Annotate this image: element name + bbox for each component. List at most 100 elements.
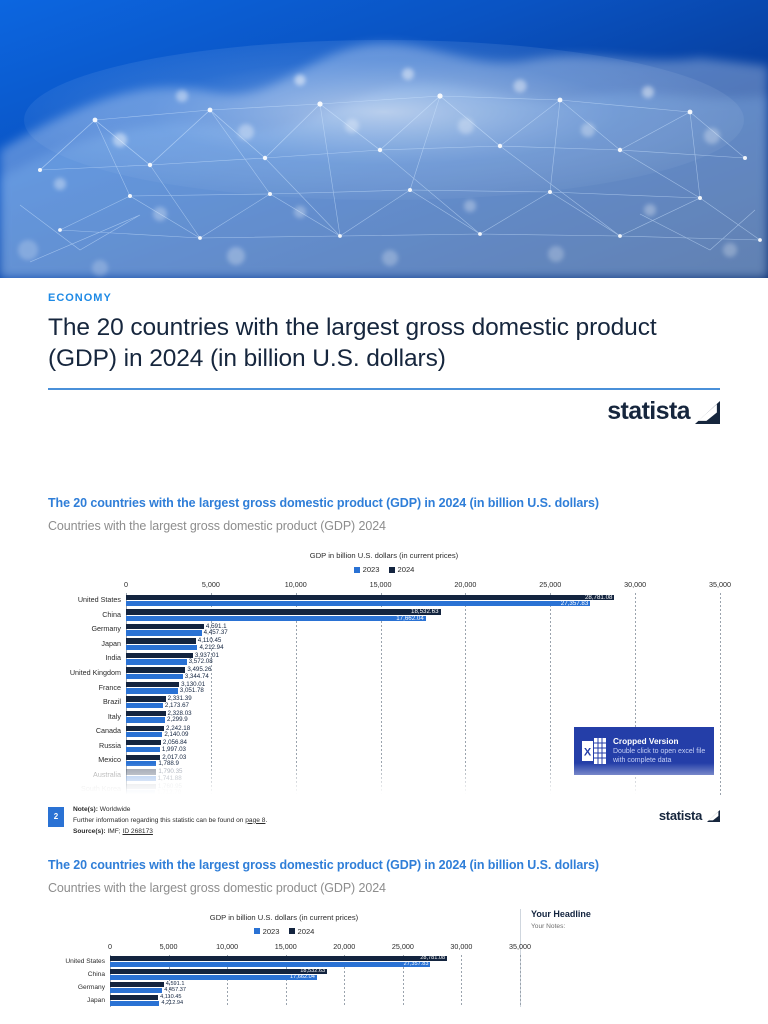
- bar-2023[interactable]: [110, 974, 317, 980]
- bar-group[interactable]: 1,790.35 1,741.88: [126, 768, 720, 783]
- bar-2023[interactable]: [126, 732, 163, 738]
- bar-2023[interactable]: [126, 790, 156, 796]
- bar-group[interactable]: 3,495.26 3,344.74: [126, 666, 720, 681]
- bar-group[interactable]: 4,591.1 4,457.37: [126, 622, 720, 637]
- bar-value-label-2023: 2,299.9: [167, 716, 188, 724]
- bar-2024[interactable]: [126, 725, 165, 731]
- bar-2023[interactable]: [126, 673, 183, 680]
- further-info-link[interactable]: page 8: [245, 816, 266, 824]
- cropped-version-callout[interactable]: X Cropped Version Double click to open e…: [574, 726, 714, 775]
- bar-2023[interactable]: [126, 688, 178, 694]
- x-tick-label: 35,000: [709, 580, 731, 590]
- bar-2023[interactable]: [126, 702, 163, 709]
- bar-2024[interactable]: [126, 623, 204, 630]
- bar-2023[interactable]: [126, 717, 166, 723]
- gridline: [295, 593, 297, 797]
- bar-group[interactable]: 1,760.95 1,712.79: [126, 782, 720, 797]
- bar-2024[interactable]: [126, 740, 161, 746]
- further-info-suffix: .: [265, 816, 268, 824]
- bar-value-label-2024: 28,781.08: [420, 954, 446, 961]
- bar-2023[interactable]: [126, 615, 426, 622]
- bar-2024[interactable]: [126, 769, 157, 775]
- legend-swatch-2024-bottom: [288, 928, 295, 934]
- bar-group[interactable]: 3,130.01 3,051.78: [126, 681, 720, 696]
- legend-item-2024[interactable]: 2024: [388, 565, 414, 574]
- bar-group[interactable]: 18,532.63 17,662.04: [110, 968, 520, 981]
- category-label: United States: [65, 957, 105, 965]
- chart-x-axis-ticks: 0 5,000 10,000 15,000 20,000 25,000 30,000 35,0…: [124, 580, 731, 593]
- category-label: Australia: [93, 769, 121, 779]
- section-top: The 20 countries with the largest gross …: [0, 496, 768, 797]
- bar-2023[interactable]: [126, 761, 157, 767]
- cropped-version-title: Cropped Version: [613, 736, 679, 746]
- bar-group[interactable]: 4,110.45 4,212.94: [110, 994, 520, 1007]
- bar-group[interactable]: 18,532.63 17,662.04: [126, 608, 720, 623]
- bar-2024[interactable]: [126, 594, 615, 600]
- statista-mark-icon-footer: [707, 809, 720, 822]
- chart-card-top[interactable]: GDP in billion U.S. dollars (in current …: [48, 547, 731, 797]
- chart-gridlines: [126, 593, 721, 797]
- bar-2023[interactable]: [126, 746, 160, 752]
- legend-label-2024-bottom: 2024: [297, 926, 315, 936]
- bar-group[interactable]: 2,056.84 1,997.03: [126, 739, 720, 754]
- bar-group[interactable]: 2,242.18 2,140.09: [126, 724, 720, 739]
- title-divider: [48, 388, 720, 391]
- x-tick-label: 15,000: [274, 941, 297, 951]
- bar-2024[interactable]: [126, 710, 166, 717]
- bar-value-label-2024: 2,242.18: [166, 724, 191, 732]
- bar-value-label-2023: 1,788.9: [158, 760, 180, 768]
- bar-2024[interactable]: [126, 652, 193, 659]
- category-label: United States: [77, 595, 121, 605]
- bar-2024[interactable]: [126, 696, 166, 702]
- bar-value-label-2024: 28,781.08: [584, 593, 613, 601]
- category-label: Japan: [87, 996, 105, 1004]
- bar-2023[interactable]: [126, 630, 202, 636]
- bar-value-label-2024: 2,056.84: [162, 739, 187, 747]
- your-headline: Your Headline: [531, 908, 591, 919]
- chart-card-bottom[interactable]: GDP in billion U.S. dollars (in current …: [48, 908, 720, 1007]
- your-notes-label: Your Notes:: [531, 922, 566, 930]
- bar-2023[interactable]: [126, 601, 591, 607]
- category-kicker: ECONOMY: [48, 292, 112, 304]
- bar-2024[interactable]: [110, 994, 159, 1000]
- notes-panel[interactable]: Your Headline Your Notes:: [520, 908, 720, 1007]
- category-label: Brazil: [103, 697, 121, 707]
- legend-item-2024-bottom[interactable]: 2024: [288, 926, 315, 936]
- gridline: [635, 593, 637, 797]
- bar-group[interactable]: 2,331.39 2,173.67: [126, 695, 720, 710]
- bar-2024[interactable]: [110, 968, 328, 974]
- gridline: [465, 593, 467, 797]
- category-label: France: [98, 682, 121, 692]
- bar-group[interactable]: 2,328.03 2,299.9: [126, 710, 720, 725]
- bar-2024[interactable]: [126, 609, 441, 615]
- bar-2023[interactable]: [126, 659, 187, 665]
- bar-group[interactable]: 4,110.45 4,212.94: [126, 637, 720, 652]
- bar-group[interactable]: 28,781.08 27,357.83: [110, 955, 520, 968]
- bar-2023[interactable]: [126, 775, 156, 782]
- bar-2024[interactable]: [126, 783, 156, 790]
- bar-2024[interactable]: [110, 981, 164, 987]
- legend-item-2023[interactable]: 2023: [353, 565, 380, 575]
- bar-2024[interactable]: [110, 955, 448, 961]
- bar-2023[interactable]: [110, 987, 163, 993]
- category-label: Mexico: [98, 755, 121, 765]
- legend-label-2023: 2023: [362, 565, 380, 575]
- legend-item-2023-bottom[interactable]: 2023: [253, 927, 280, 936]
- bar-2023[interactable]: [110, 1000, 160, 1006]
- bar-2023[interactable]: [110, 961, 431, 967]
- bar-2023[interactable]: [126, 644, 198, 651]
- bar-2024[interactable]: [126, 638, 196, 644]
- bar-value-label-2024: 1,790.35: [158, 768, 183, 776]
- bar-2024[interactable]: [126, 754, 161, 760]
- bar-group[interactable]: 4,591.1 4,457.37: [110, 981, 520, 994]
- chart-plot-bottom: United States China Germany Japan 0 5,000 10,…: [48, 941, 531, 1007]
- bar-2024[interactable]: [126, 681, 180, 688]
- bar-2024[interactable]: [126, 667, 186, 673]
- bar-group[interactable]: 28,781.08 27,357.83: [126, 593, 720, 608]
- category-label: India: [105, 653, 121, 663]
- source-link[interactable]: ID 268173: [122, 827, 153, 835]
- bar-group[interactable]: 3,937.01 3,572.08: [126, 651, 720, 666]
- bar-group[interactable]: 2,017.03 1,788.9: [126, 753, 720, 768]
- page-number-badge: 2: [48, 806, 64, 827]
